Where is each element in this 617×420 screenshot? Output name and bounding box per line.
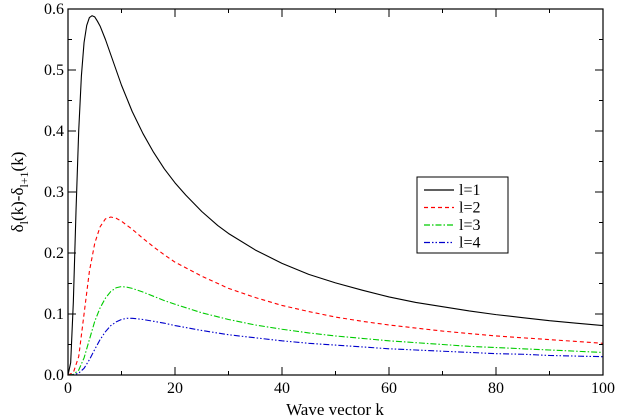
- legend-label-2: l=2: [459, 200, 480, 217]
- x-tick-label: 100: [591, 380, 615, 397]
- y-axis-label-sub1: l: [17, 220, 31, 224]
- legend-label-4: l=4: [459, 235, 480, 252]
- x-tick-label: 0: [64, 380, 72, 397]
- tick-layer: 0 20 40 60 80 100 0.0 0.1 0.2 0.3 0.4 0.5 0.6: [44, 1, 615, 397]
- x-tick-label: 40: [274, 380, 290, 397]
- legend-label-1: l=1: [459, 182, 480, 199]
- y-tick-label: 0.0: [44, 367, 64, 384]
- y-tick-label: 0.4: [44, 123, 64, 140]
- y-tick-label: 0.2: [44, 245, 64, 262]
- series-line-4: [67, 317, 604, 376]
- legend-label-3: l=3: [459, 217, 480, 234]
- y-axis-label-sub2: l+1: [17, 171, 31, 187]
- x-tick-label: 80: [488, 380, 504, 397]
- x-tick-label: 60: [381, 380, 397, 397]
- series-line-1: [67, 15, 604, 376]
- x-tick-label: 20: [167, 380, 183, 397]
- y-axis-label-end: (k): [8, 152, 27, 172]
- legend-items: l=1l=2l=3l=4: [424, 182, 480, 252]
- x-axis-label: Wave vector k: [286, 400, 384, 419]
- y-axis-label: δl(k)-δl+1(k): [8, 152, 31, 233]
- y-tick-label: 0.6: [44, 1, 64, 18]
- y-tick-label: 0.5: [44, 62, 64, 79]
- y-tick-label: 0.3: [44, 184, 64, 201]
- y-tick-label: 0.1: [44, 306, 64, 323]
- series-line-2: [67, 216, 604, 376]
- series-layer: [67, 15, 604, 376]
- y-axis-label-main: δ: [8, 224, 27, 232]
- series-line-3: [67, 286, 604, 376]
- y-axis-label-mid: (k)-δ: [8, 188, 27, 222]
- legend: l=1l=2l=3l=4: [416, 176, 509, 254]
